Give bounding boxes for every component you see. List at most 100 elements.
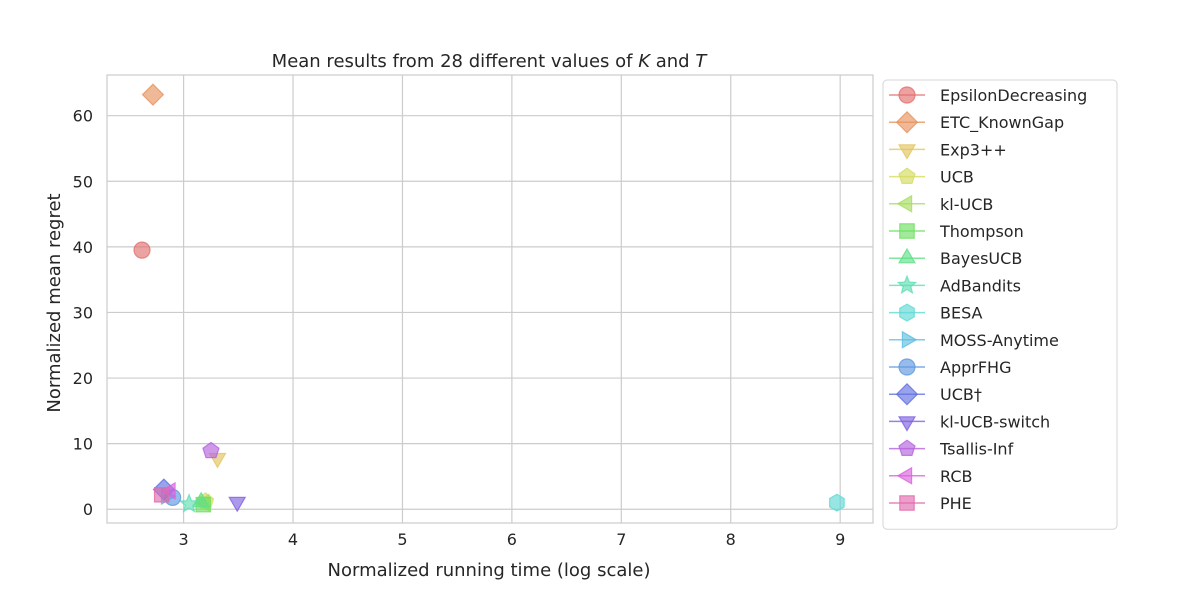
legend-marker-ucb-shape: [898, 167, 916, 185]
y-axis-label: Normalized mean regret: [44, 193, 65, 412]
legend-label: EpsilonDecreasing: [940, 86, 1087, 105]
legend-marker-apprfhg-shape: [898, 358, 916, 376]
legend-marker-moss-anytime: [901, 330, 918, 349]
legend-label: ETC_KnownGap: [940, 113, 1064, 133]
legend-label: MOSS-Anytime: [940, 331, 1059, 350]
legend-marker-kl-ucb-switch: [897, 416, 917, 432]
legend-marker-exp3: [897, 144, 917, 160]
y-tick-label: 10: [73, 435, 93, 454]
point-kl-ucb-switch: [228, 496, 247, 513]
y-tick-label: 60: [73, 107, 93, 126]
y-tick-label: 50: [73, 172, 93, 191]
x-tick-label: 4: [288, 530, 298, 549]
x-tick-label: 3: [179, 530, 189, 549]
x-tick-label: 7: [616, 530, 626, 549]
legend-label: PHE: [940, 494, 972, 513]
point-adbandits: [178, 493, 200, 513]
y-tick-label: 30: [73, 303, 93, 322]
legend-item: BayesUCB: [889, 247, 1022, 268]
legend-item: BESA: [889, 303, 983, 323]
point-besa-shape: [829, 493, 845, 512]
legend-marker-phe: [899, 495, 915, 511]
legend-marker-rcb-shape: [896, 466, 913, 485]
legend-marker-etc-knowngap: [895, 110, 919, 134]
legend-label: BayesUCB: [940, 249, 1022, 268]
point-bayesucb-shape: [192, 491, 211, 508]
legend-marker-bayesucb: [897, 247, 917, 264]
point-tsallis-inf-shape: [202, 441, 220, 459]
point-tsallis-inf: [202, 441, 220, 459]
chart-title-part: K: [638, 51, 651, 72]
legend-box: [882, 79, 1118, 530]
legend-marker-rcb: [896, 466, 913, 485]
legend-label: BESA: [940, 304, 983, 323]
legend-marker-exp3-shape: [897, 144, 917, 160]
legend-marker-thompson: [899, 223, 915, 239]
point-epsilondecreasing-shape: [133, 241, 151, 259]
legend-marker-besa: [899, 303, 915, 322]
legend-marker-thompson-shape: [899, 223, 915, 239]
legend-item: MOSS-Anytime: [889, 330, 1059, 350]
point-besa: [829, 493, 845, 512]
point-etc-knowngap-shape: [141, 83, 165, 106]
point-bayesucb: [192, 491, 211, 508]
chart-title-part: Mean results from 28 different values of: [272, 51, 639, 72]
legend-item: Exp3++: [889, 140, 1007, 160]
legend-marker-adbandits: [896, 274, 918, 295]
point-epsilondecreasing: [133, 241, 151, 259]
y-tick-label: 40: [73, 238, 93, 257]
grid: [107, 75, 873, 523]
legend-item: PHE: [889, 494, 972, 513]
legend-marker-adbandits-shape: [896, 274, 918, 295]
legend-marker-phe-shape: [899, 495, 915, 511]
legend-marker-kl-ucb-switch-shape: [897, 416, 917, 432]
x-tick-label: 5: [397, 530, 407, 549]
legend-marker-kl-ucb: [896, 194, 913, 213]
legend-item: EpsilonDecreasing: [889, 86, 1087, 105]
y-tick-label: 0: [83, 500, 93, 519]
legend-item: Thompson: [889, 222, 1024, 241]
legend-marker-epsilondecreasing-shape: [898, 86, 916, 104]
legend-marker-etc-knowngap-shape: [895, 110, 919, 134]
legend-item: UCB: [889, 167, 974, 187]
legend-item: UCB†: [889, 382, 982, 406]
point-phe-shape: [153, 486, 170, 503]
legend-marker-ucb: [898, 167, 916, 185]
legend: EpsilonDecreasing ETC_KnownGap Exp3++ UCB kl…: [882, 79, 1118, 530]
legend-label: kl-UCB-switch: [940, 412, 1050, 431]
y-tick-label: 20: [73, 369, 93, 388]
point-etc-knowngap: [141, 83, 165, 106]
legend-marker-bayesucb-shape: [897, 247, 917, 264]
legend-marker-ucb-shape: [895, 382, 919, 406]
legend-marker-besa-shape: [899, 303, 915, 322]
legend-label: Thompson: [939, 222, 1024, 241]
legend-label: AdBandits: [940, 276, 1021, 295]
markers: [133, 83, 845, 513]
x-tick-label: 6: [507, 530, 517, 549]
legend-item: kl-UCB-switch: [889, 412, 1050, 432]
legend-marker-kl-ucb-shape: [896, 194, 913, 213]
legend-item: AdBandits: [889, 274, 1021, 295]
point-phe: [153, 486, 170, 503]
legend-label: ApprFHG: [940, 358, 1011, 377]
plot-frame: [106, 74, 874, 524]
legend-item: ETC_KnownGap: [889, 110, 1064, 134]
x-tick-label: 9: [835, 530, 845, 549]
legend-item: ApprFHG: [889, 358, 1011, 377]
legend-marker-apprfhg: [898, 358, 916, 376]
legend-label: UCB†: [940, 385, 982, 404]
chart-title-part: and: [650, 51, 695, 72]
legend-marker-epsilondecreasing: [898, 86, 916, 104]
legend-label: RCB: [940, 467, 972, 486]
point-adbandits-shape: [178, 493, 200, 513]
legend-marker-moss-anytime-shape: [901, 330, 918, 349]
legend-marker-tsallis-inf: [898, 439, 916, 457]
point-kl-ucb-switch-shape: [228, 496, 247, 513]
legend-item: RCB: [889, 466, 972, 486]
x-tick-label: 8: [726, 530, 736, 549]
x-axis-label: Normalized running time (log scale): [328, 560, 651, 581]
legend-item: Tsallis-Inf: [889, 439, 1014, 459]
legend-label: kl-UCB: [940, 195, 993, 214]
legend-item: kl-UCB: [889, 194, 993, 214]
